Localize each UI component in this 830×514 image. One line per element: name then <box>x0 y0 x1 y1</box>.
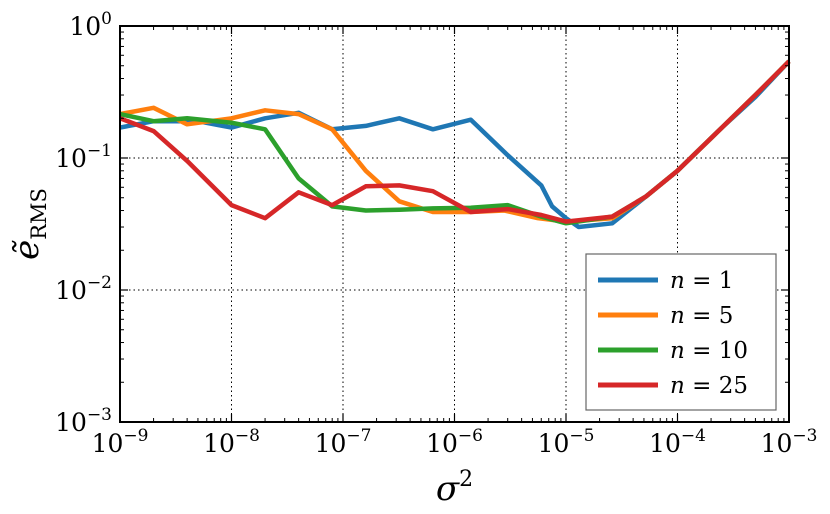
y-axis-label: ẽRMS <box>7 188 51 260</box>
x-tick-label: 10−6 <box>426 426 483 458</box>
y-tick-label: 100 <box>69 9 112 41</box>
series-line-4 <box>119 59 791 224</box>
y-axis-ticks: 10−3 10−2 10−1 100 <box>55 9 789 437</box>
legend: n = 1 n = 5 n = 10 n = 25 <box>585 253 777 411</box>
x-tick-label: 10−7 <box>315 426 372 458</box>
x-tick-label: 10−4 <box>649 426 706 458</box>
x-tick-label: 10−3 <box>761 426 818 458</box>
x-axis-ticks: 10−9 10−8 10−7 10−6 10−5 10−4 10−3 <box>92 26 818 458</box>
y-tick-label: 10−2 <box>55 273 112 305</box>
series-lines <box>119 59 791 230</box>
legend-label: n = 10 <box>670 338 748 364</box>
legend-label: n = 5 <box>670 303 733 329</box>
y-tick-label: 10−1 <box>55 141 112 173</box>
x-tick-label: 10−9 <box>92 426 149 458</box>
axis-labels: σ2 ẽRMS <box>7 188 473 509</box>
legend-label: n = 25 <box>670 373 748 399</box>
legend-label: n = 1 <box>670 268 733 294</box>
x-tick-label: 10−5 <box>538 426 595 458</box>
x-tick-label: 10−8 <box>203 426 260 458</box>
x-axis-label: σ2 <box>436 467 473 509</box>
y-tick-label: 10−3 <box>55 405 112 437</box>
